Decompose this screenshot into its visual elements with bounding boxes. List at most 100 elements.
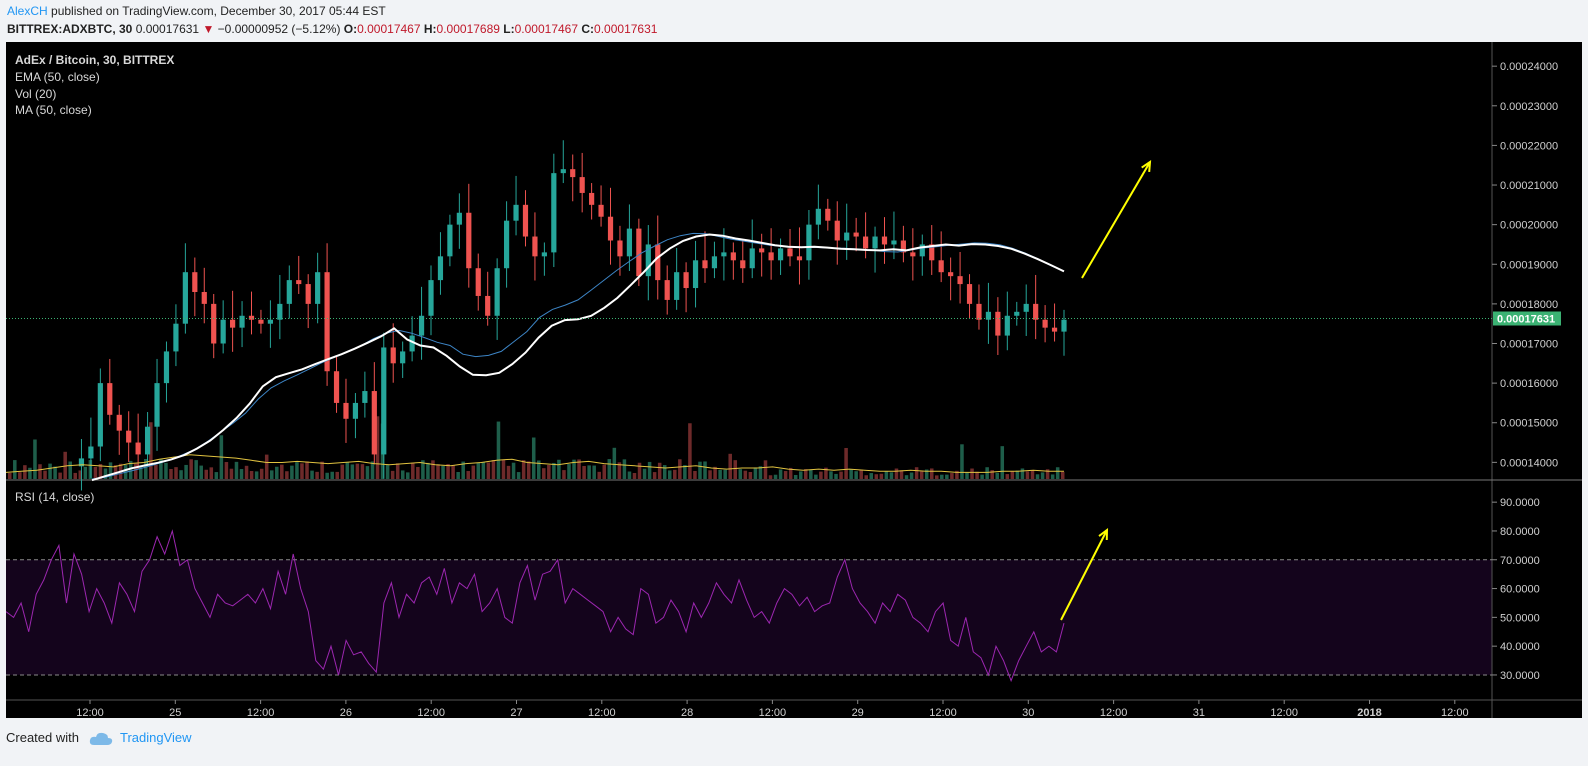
down-arrow-icon: ▼ <box>202 22 215 36</box>
rsi-up-arrow <box>1060 529 1108 621</box>
volume-bar <box>486 462 491 479</box>
volume-bar <box>275 466 279 479</box>
author-link[interactable]: AlexCH <box>7 4 48 18</box>
volume-bar <box>446 464 450 479</box>
volume-bar <box>884 471 889 479</box>
candle-body <box>192 272 198 292</box>
candle-body <box>88 446 94 459</box>
volume-bar <box>375 416 380 479</box>
chart-svg[interactable]: 0.00024000 0.00023000 0.00022000 0.00021000… <box>5 42 1582 719</box>
candle-body <box>418 315 425 336</box>
volume-bar <box>269 470 274 479</box>
symbol-name: BITTREX:ADXBTC, 30 <box>7 22 133 36</box>
candle-body <box>759 248 765 253</box>
candle-body <box>863 236 869 249</box>
volume-bar <box>612 447 617 479</box>
candle-body <box>560 169 566 174</box>
candle-body <box>683 272 689 289</box>
volume-bar <box>1030 470 1035 479</box>
price-tick-label: 0.00018000 <box>1500 299 1558 311</box>
rsi-tick-label: 70.0000 <box>1500 555 1540 567</box>
time-tick-label: 12:00 <box>1100 707 1128 718</box>
candle-body <box>929 244 935 261</box>
candle-body <box>948 272 954 277</box>
candle-body <box>248 315 255 320</box>
time-tick-label: 12:00 <box>929 707 957 718</box>
time-tick-label: 12:00 <box>1270 707 1298 718</box>
volume-bar <box>783 471 788 479</box>
price-tick-label: 0.00022000 <box>1500 140 1558 152</box>
volume-bar <box>542 468 546 479</box>
candle-body <box>475 268 481 296</box>
volume-bar <box>133 463 138 479</box>
volume-bar <box>652 472 657 479</box>
open-value: 0.00017467 <box>357 22 421 36</box>
volume-bar <box>728 453 732 479</box>
candle-body <box>796 256 803 261</box>
volume-bar <box>1000 446 1005 479</box>
time-tick-label: 26 <box>340 707 352 718</box>
candle-body <box>154 383 160 427</box>
price-tick-label: 0.00023000 <box>1500 101 1558 113</box>
volume-bar <box>305 461 309 479</box>
candle-body <box>881 236 888 245</box>
volume-bar <box>28 467 32 479</box>
volume-bar <box>1040 472 1045 479</box>
candle-body <box>825 208 831 221</box>
time-tick-label: 12:00 <box>588 707 616 718</box>
volume-bar <box>128 460 133 479</box>
volume-bar <box>355 463 360 479</box>
footer: Created with TradingView <box>6 730 192 746</box>
volume-bar <box>63 451 67 479</box>
volume-bar <box>904 475 909 479</box>
volume-bar <box>1055 467 1060 479</box>
candle-body <box>126 430 132 443</box>
time-tick-label: 25 <box>169 707 181 718</box>
volume-bar <box>627 471 632 479</box>
volume-bar <box>1015 470 1020 479</box>
volume-bar <box>149 422 153 479</box>
volume-bar <box>199 465 203 479</box>
volume-bar <box>48 463 52 479</box>
volume-bar <box>516 472 521 479</box>
candle-body <box>182 272 188 324</box>
candle-body <box>437 256 444 281</box>
candle-body <box>513 204 519 221</box>
volume-bar <box>83 466 88 479</box>
volume-bar <box>698 461 702 479</box>
candle-body <box>976 303 982 320</box>
candle-body <box>97 383 103 447</box>
candle-body <box>116 414 122 431</box>
volume-bar <box>814 474 818 479</box>
candle-body <box>626 228 633 257</box>
volume-bar <box>819 471 823 479</box>
price-tick-label: 0.00021000 <box>1500 180 1558 192</box>
tradingview-link[interactable]: TradingView <box>120 730 192 745</box>
time-axis[interactable]: 12:00 25 12:00 26 12:00 27 12:00 28 12:00 29 12:00… <box>76 700 1469 719</box>
volume-bar <box>43 470 47 479</box>
volume-bar <box>244 465 249 479</box>
volume-bar <box>350 464 355 479</box>
candle-body <box>636 228 642 277</box>
candle-body <box>872 236 878 249</box>
change-value: −0.00000952 (−5.12%) <box>217 22 341 36</box>
chart-area[interactable]: 0.00024000 0.00023000 0.00022000 0.00021000… <box>5 42 1582 719</box>
volume-bar <box>521 460 526 479</box>
candle-body <box>211 303 217 344</box>
price-axis[interactable]: 0.00024000 0.00023000 0.00022000 0.00021000… <box>1492 61 1561 682</box>
volume-bar <box>8 473 12 479</box>
volume-bar <box>1005 474 1010 479</box>
volume-bar <box>108 462 113 479</box>
volume-bar <box>93 466 98 479</box>
volume-bar <box>793 474 798 479</box>
time-tick-label: 31 <box>1193 707 1205 718</box>
last-price-badge <box>1493 311 1561 326</box>
volume-bar <box>531 437 536 479</box>
volume-bar <box>335 471 340 479</box>
candle-body <box>532 236 538 257</box>
candle-body <box>1023 303 1029 312</box>
volume-bar <box>466 471 470 479</box>
volume-bar <box>975 471 979 479</box>
volume-bar <box>950 473 954 479</box>
candle-body <box>655 244 661 281</box>
